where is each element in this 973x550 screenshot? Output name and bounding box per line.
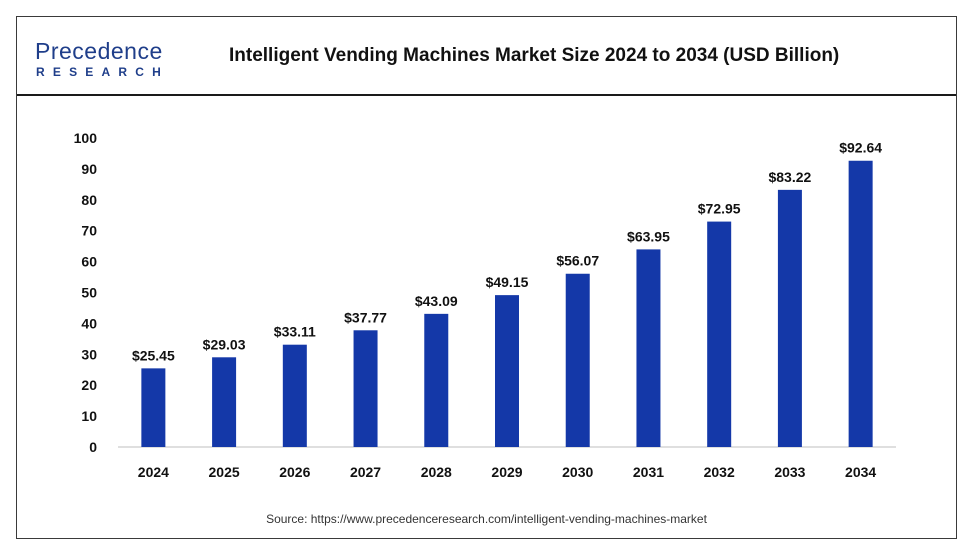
bar xyxy=(212,357,237,447)
data-label: $37.77 xyxy=(344,309,387,325)
bar xyxy=(495,295,519,447)
bar xyxy=(424,313,449,447)
y-tick-label: 100 xyxy=(74,130,98,146)
x-tick-label: 2030 xyxy=(562,464,593,480)
data-label: $29.03 xyxy=(203,336,246,352)
data-label: $83.22 xyxy=(768,169,811,185)
data-label: $25.45 xyxy=(132,347,175,363)
x-tick-label: 2029 xyxy=(491,464,522,480)
y-tick-label: 80 xyxy=(81,192,97,208)
y-tick-label: 60 xyxy=(81,254,97,270)
logo-wordmark: Precedence xyxy=(35,38,163,64)
x-tick-label: 2034 xyxy=(845,464,876,480)
bar xyxy=(636,249,661,447)
y-tick-label: 30 xyxy=(81,346,97,362)
data-label: $56.07 xyxy=(556,253,599,269)
y-tick-label: 90 xyxy=(81,161,97,177)
y-tick-label: 70 xyxy=(81,223,97,239)
x-tick-label: 2032 xyxy=(704,464,735,480)
logo: Precedence RESEARCH xyxy=(35,39,185,87)
y-tick-label: 50 xyxy=(81,285,97,301)
y-tick-label: 0 xyxy=(89,439,97,455)
logo-subtext: RESEARCH xyxy=(36,65,169,79)
x-tick-label: 2033 xyxy=(774,464,805,480)
chart-title: Intelligent Vending Machines Market Size… xyxy=(229,45,840,66)
bar xyxy=(565,273,590,447)
bar xyxy=(707,221,732,447)
x-tick-label: 2031 xyxy=(633,464,664,480)
data-label: $72.95 xyxy=(698,201,741,217)
data-label: $49.15 xyxy=(486,274,529,290)
y-tick-label: 10 xyxy=(81,408,97,424)
header: Precedence RESEARCH Intelligent Vending … xyxy=(17,17,956,96)
chart-frame: Precedence RESEARCH Intelligent Vending … xyxy=(16,16,957,539)
y-tick-label: 20 xyxy=(81,377,97,393)
data-label: $92.64 xyxy=(839,140,882,156)
bar xyxy=(777,189,802,447)
bar xyxy=(848,160,873,447)
y-tick-label: 40 xyxy=(81,315,97,331)
x-tick-label: 2027 xyxy=(350,464,381,480)
x-tick-label: 2024 xyxy=(138,464,169,480)
bar xyxy=(141,368,166,447)
source-note: Source: https://www.precedenceresearch.c… xyxy=(266,512,707,526)
data-label: $63.95 xyxy=(627,228,670,244)
bar xyxy=(353,330,378,447)
data-label: $33.11 xyxy=(274,324,316,340)
data-label: $43.09 xyxy=(415,293,458,309)
x-tick-label: 2028 xyxy=(421,464,452,480)
x-tick-label: 2025 xyxy=(209,464,240,480)
x-tick-label: 2026 xyxy=(279,464,310,480)
bar xyxy=(282,344,307,447)
